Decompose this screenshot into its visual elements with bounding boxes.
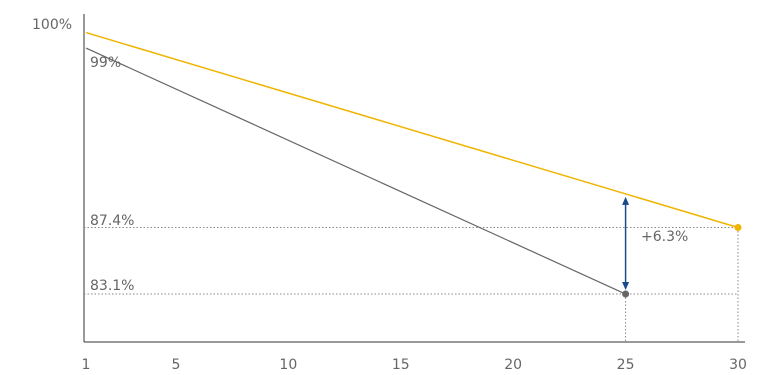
ref-label-83: 83.1% xyxy=(90,278,134,294)
x-tick-labels: 1 5 10 15 20 25 30 xyxy=(82,357,747,373)
series-line-gold xyxy=(85,31,739,229)
x-tick-label: 25 xyxy=(617,357,635,373)
x-tick-label: 5 xyxy=(171,357,180,373)
series-endpoint-gold xyxy=(734,224,742,232)
x-tick-label: 15 xyxy=(392,357,410,373)
x-tick-label: 10 xyxy=(279,357,297,373)
x-tick-label: 1 xyxy=(82,357,91,373)
x-tick-label: 30 xyxy=(729,357,747,373)
start-value-label: 99% xyxy=(90,55,121,71)
ref-label-87: 87.4% xyxy=(90,213,134,229)
x-tick-label: 20 xyxy=(504,357,522,373)
series-line-gray xyxy=(85,47,626,295)
gap-label: +6.3% xyxy=(641,229,688,245)
y-top-label: 100% xyxy=(32,17,72,33)
gap-arrowhead-up xyxy=(622,196,630,205)
gap-arrowhead-down xyxy=(622,282,630,291)
series-endpoint-gray xyxy=(622,290,630,298)
